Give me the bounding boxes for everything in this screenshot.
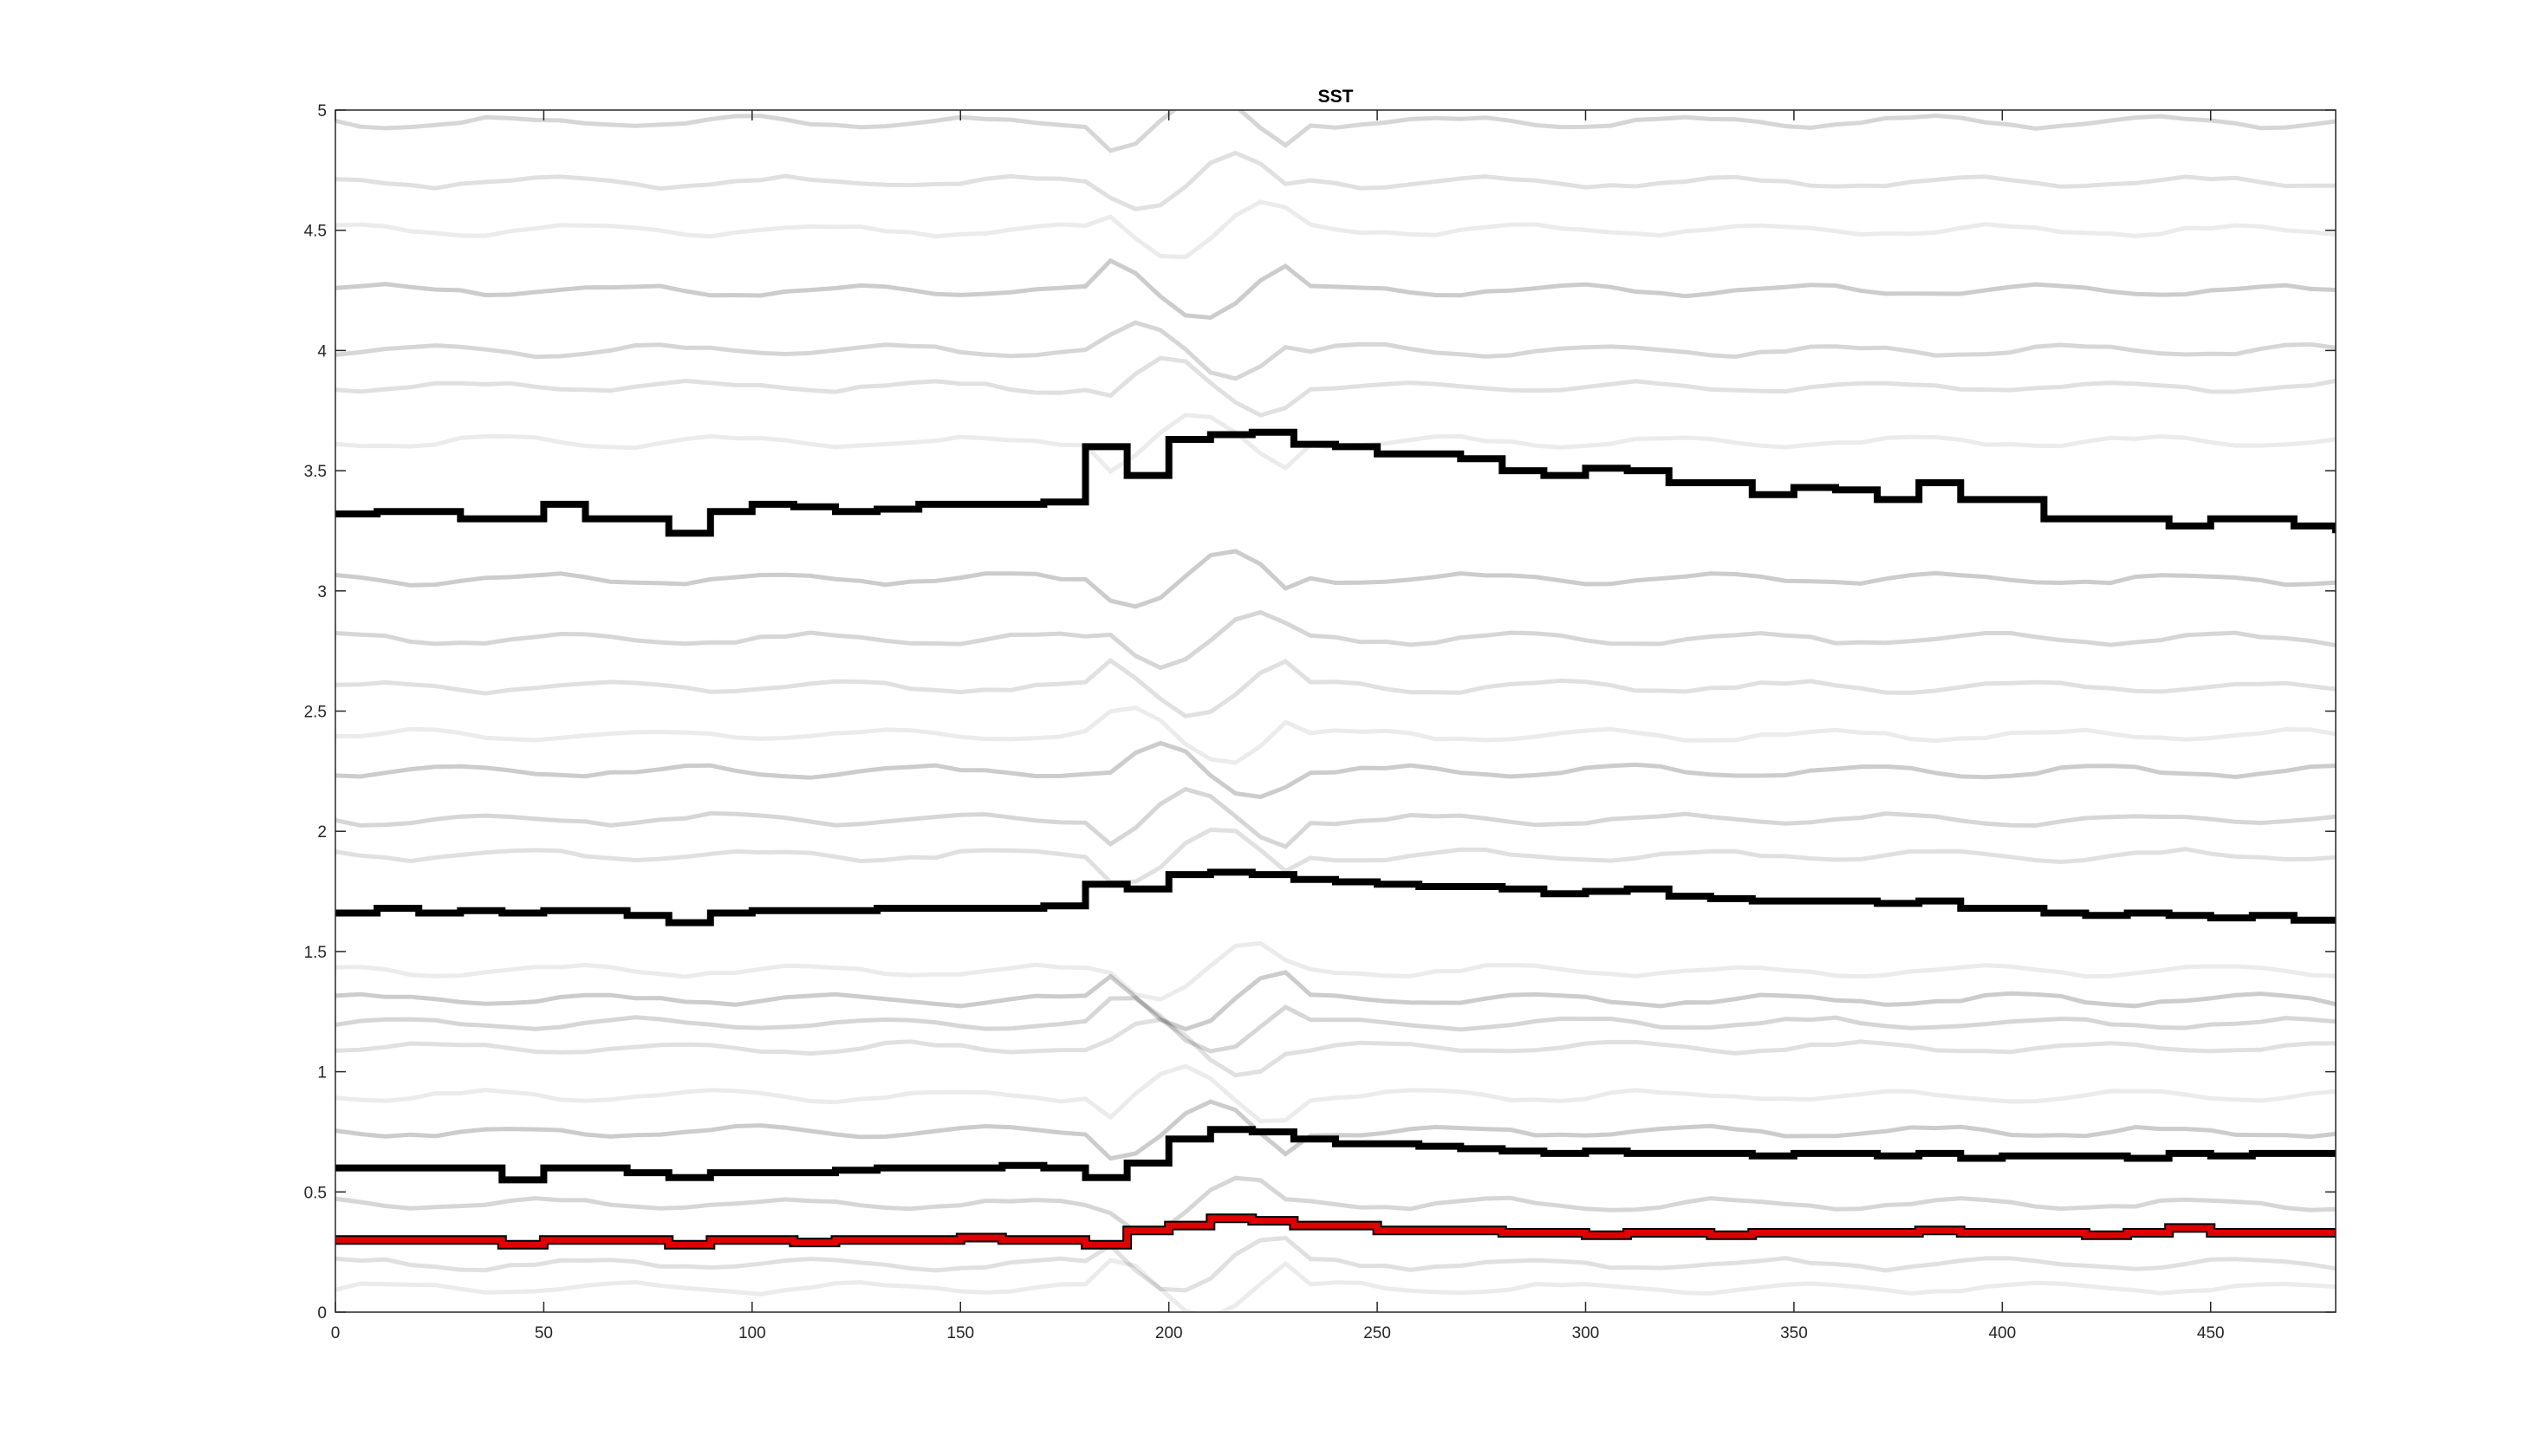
faint-streak xyxy=(335,110,2336,153)
x-tick-label: 100 xyxy=(738,1324,766,1342)
faint-streak xyxy=(335,940,2336,1002)
faint-streak xyxy=(335,320,2336,381)
y-tick-label: 3.5 xyxy=(304,463,327,481)
y-tick-label: 4.5 xyxy=(304,223,327,241)
faint-streak xyxy=(335,996,2336,1054)
faint-streak xyxy=(335,740,2336,800)
y-tick-label: 4 xyxy=(317,342,327,361)
faint-streak xyxy=(335,705,2336,765)
faint-streak xyxy=(335,827,2336,885)
faint-streak xyxy=(335,1099,2336,1161)
y-tick-label: 3 xyxy=(317,583,327,601)
faint-streak xyxy=(335,657,2336,718)
y-tick-label: 0 xyxy=(317,1304,327,1323)
y-tick-label: 1 xyxy=(317,1064,327,1082)
faint-streak xyxy=(335,1017,2336,1078)
highlighted-ridge xyxy=(335,1215,2336,1248)
x-tick-label: 300 xyxy=(1572,1324,1600,1342)
y-tick-label: 5 xyxy=(317,102,327,120)
x-tick-label: 150 xyxy=(946,1324,974,1342)
faint-streak xyxy=(335,609,2336,671)
faint-streak xyxy=(335,1258,2336,1312)
faint-streak xyxy=(335,199,2336,260)
faint-streak xyxy=(335,1063,2336,1124)
chart-title: SST xyxy=(1318,87,1354,107)
heatmap-layer xyxy=(335,110,2336,1312)
x-tick-label: 400 xyxy=(1988,1324,2016,1342)
faint-streak xyxy=(335,1175,2336,1234)
x-tick-label: 0 xyxy=(331,1324,341,1342)
faint-streak xyxy=(335,150,2336,211)
highlighted-ridge-layer xyxy=(335,1213,2336,1250)
faint-streak xyxy=(335,970,2336,1032)
x-tick-label: 200 xyxy=(1155,1324,1183,1342)
ridge-2 xyxy=(335,868,2336,926)
faint-streak xyxy=(335,549,2336,609)
x-tick-label: 450 xyxy=(2197,1324,2225,1342)
ridge-3 xyxy=(335,1126,2336,1184)
x-tick-label: 350 xyxy=(1780,1324,1808,1342)
x-tick-label: 250 xyxy=(1363,1324,1391,1342)
faint-streak xyxy=(335,1235,2336,1293)
x-tick-label: 50 xyxy=(535,1324,553,1342)
faint-streak xyxy=(335,786,2336,849)
y-tick-label: 2.5 xyxy=(304,704,327,722)
faint-streak xyxy=(335,257,2336,321)
y-tick-label: 0.5 xyxy=(304,1184,327,1202)
ridge-1 xyxy=(335,428,2336,537)
y-tick-label: 2 xyxy=(317,823,327,842)
ridge-layer xyxy=(335,428,2336,1184)
ticks-layer: 0 50 100 150 200 250 300 350 400 450 0 0.5 1 1.5 2 2.5 3… xyxy=(304,102,2336,1342)
y-tick-label: 1.5 xyxy=(304,944,327,962)
faint-streak xyxy=(335,355,2336,418)
